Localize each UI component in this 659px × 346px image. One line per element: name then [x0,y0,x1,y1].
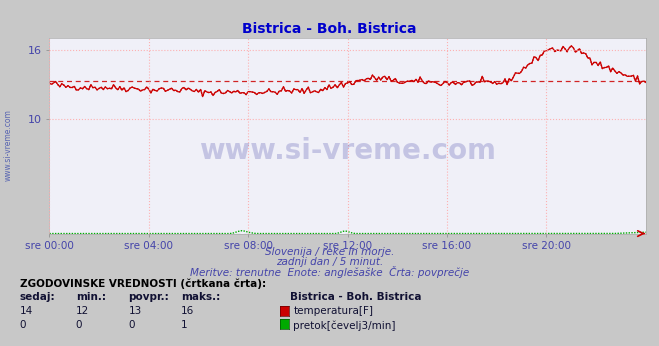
Text: temperatura[F]: temperatura[F] [293,306,373,316]
Text: 0: 0 [129,320,135,330]
Text: maks.:: maks.: [181,292,221,302]
Text: povpr.:: povpr.: [129,292,169,302]
Text: sedaj:: sedaj: [20,292,55,302]
Text: www.si-vreme.com: www.si-vreme.com [199,137,496,165]
Text: zadnji dan / 5 minut.: zadnji dan / 5 minut. [276,257,383,267]
Text: pretok[čevelj3/min]: pretok[čevelj3/min] [293,320,396,330]
Text: min.:: min.: [76,292,106,302]
Text: 14: 14 [20,306,33,316]
Text: 0: 0 [20,320,26,330]
Text: www.si-vreme.com: www.si-vreme.com [3,109,13,181]
Text: Bistrica - Boh. Bistrica: Bistrica - Boh. Bistrica [290,292,422,302]
Text: ZGODOVINSKE VREDNOSTI (črtkana črta):: ZGODOVINSKE VREDNOSTI (črtkana črta): [20,279,266,289]
Text: Slovenija / reke in morje.: Slovenija / reke in morje. [265,247,394,257]
Text: 12: 12 [76,306,89,316]
Text: 0: 0 [76,320,82,330]
Text: 1: 1 [181,320,188,330]
Text: 13: 13 [129,306,142,316]
Text: 16: 16 [181,306,194,316]
Text: Bistrica - Boh. Bistrica: Bistrica - Boh. Bistrica [243,22,416,36]
Text: Meritve: trenutne  Enote: anglešaške  Črta: povprečje: Meritve: trenutne Enote: anglešaške Črta… [190,266,469,279]
